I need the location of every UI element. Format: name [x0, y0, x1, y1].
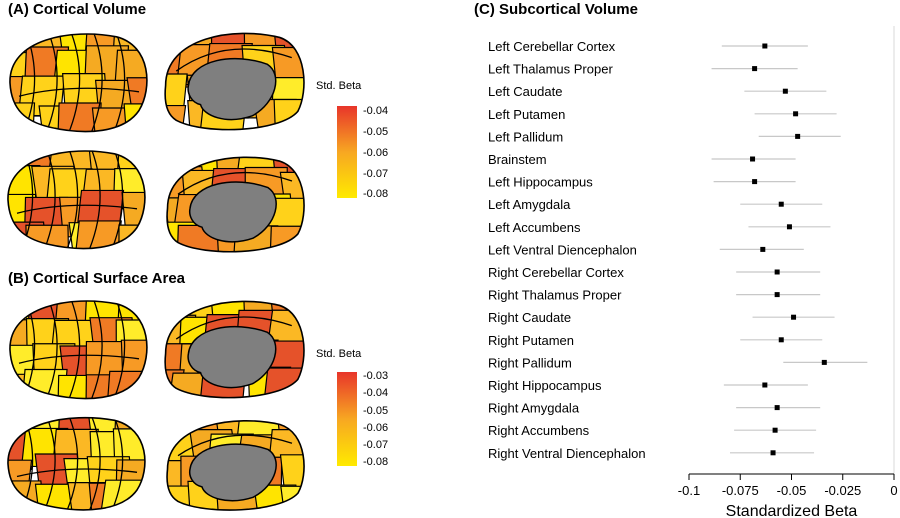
x-axis-title: Standardized Beta — [726, 503, 858, 518]
data-point — [770, 450, 776, 456]
data-point — [774, 405, 780, 411]
brain-map-b-medial-left — [164, 300, 305, 399]
brain-map-a-medial-right — [166, 156, 305, 253]
category-label: Left Ventral Diencephalon — [488, 242, 637, 257]
data-point — [782, 88, 788, 94]
data-point — [786, 224, 792, 230]
colorbar-b-tick: -0.08 — [363, 456, 389, 469]
data-point — [750, 156, 756, 162]
data-point — [778, 201, 784, 207]
category-label: Left Pallidum — [488, 129, 563, 144]
category-label: Right Amygdala — [488, 401, 580, 416]
data-point — [774, 292, 780, 298]
x-tick-label: 0 — [890, 483, 897, 498]
colorbar-a: Std. Beta -0.04 -0.05 -0.06 -0.07 -0.08 — [316, 80, 396, 205]
panel-c-title: (C) Subcortical Volume — [474, 1, 638, 18]
data-point — [772, 427, 778, 433]
category-label: Brainstem — [488, 152, 547, 167]
category-label: Right Hippocampus — [488, 378, 602, 393]
x-tick-label: -0.1 — [678, 483, 700, 498]
category-label: Right Thalamus Proper — [488, 288, 622, 303]
colorbar-b-tick: -0.05 — [363, 404, 389, 417]
category-label: Right Ventral Diencephalon — [488, 446, 646, 461]
colorbar-a-tick: -0.07 — [363, 168, 389, 181]
category-label: Right Putamen — [488, 333, 574, 348]
colorbar-b-tick: -0.06 — [363, 422, 389, 435]
category-label: Right Caudate — [488, 310, 571, 325]
colorbar-b-tick: -0.03 — [363, 369, 389, 382]
data-point — [774, 269, 780, 275]
forest-plot: Left Cerebellar Cortex Left Thalamus Prop… — [488, 26, 898, 518]
brain-map-a-medial-left — [164, 32, 305, 131]
colorbar-a-tick: -0.04 — [363, 104, 389, 117]
category-label: Left Accumbens — [488, 220, 581, 235]
brain-map-b-lateral-left — [9, 300, 148, 400]
x-tick-label: -0.025 — [824, 483, 861, 498]
data-point — [762, 382, 768, 388]
colorbar-a-tick: -0.08 — [363, 188, 389, 201]
category-label: Left Thalamus Proper — [488, 62, 613, 77]
category-label: Left Cerebellar Cortex — [488, 39, 616, 54]
data-point — [793, 111, 799, 117]
data-point — [752, 179, 758, 185]
colorbar-b-tick: -0.07 — [363, 439, 389, 452]
brain-map-a-lateral-right — [7, 150, 146, 250]
colorbar-a-tick: -0.05 — [363, 125, 389, 138]
category-label: Left Amygdala — [488, 197, 571, 212]
colorbar-a-ticks: -0.04 -0.05 -0.06 -0.07 -0.08 — [337, 104, 397, 201]
colorbar-b-ticks: -0.03 -0.04 -0.05 -0.06 -0.07 -0.08 — [337, 369, 397, 469]
x-tick-label: -0.075 — [722, 483, 759, 498]
colorbar-b-gradient — [337, 372, 357, 466]
colorbar-b-tick: -0.04 — [363, 386, 389, 399]
data-point — [760, 246, 766, 252]
panel-b-title: (B) Cortical Surface Area — [8, 270, 185, 287]
category-label: Left Caudate — [488, 84, 562, 99]
category-label: Right Pallidum — [488, 355, 572, 370]
data-point — [791, 314, 797, 320]
category-label: Right Accumbens — [488, 423, 590, 438]
brain-map-a-lateral-left — [9, 33, 148, 133]
panel-a-title: (A) Cortical Volume — [8, 1, 147, 18]
data-point — [762, 43, 768, 49]
data-point — [821, 359, 827, 365]
category-label: Right Cerebellar Cortex — [488, 265, 624, 280]
colorbar-b: Std. Beta -0.03 -0.04 -0.05 -0.06 -0.07 … — [316, 348, 396, 473]
data-point — [752, 66, 758, 72]
colorbar-a-tick: -0.06 — [363, 146, 389, 159]
brain-map-b-medial-right — [166, 419, 305, 511]
x-tick-label: -0.05 — [777, 483, 807, 498]
data-point — [778, 337, 784, 343]
colorbar-b-title: Std. Beta — [316, 348, 362, 360]
category-label: Left Hippocampus — [488, 175, 593, 190]
brain-map-b-lateral-right — [7, 416, 146, 511]
category-label: Left Putamen — [488, 107, 565, 122]
data-point — [795, 133, 801, 139]
colorbar-a-gradient — [337, 106, 357, 198]
colorbar-a-title: Std. Beta — [316, 80, 362, 92]
